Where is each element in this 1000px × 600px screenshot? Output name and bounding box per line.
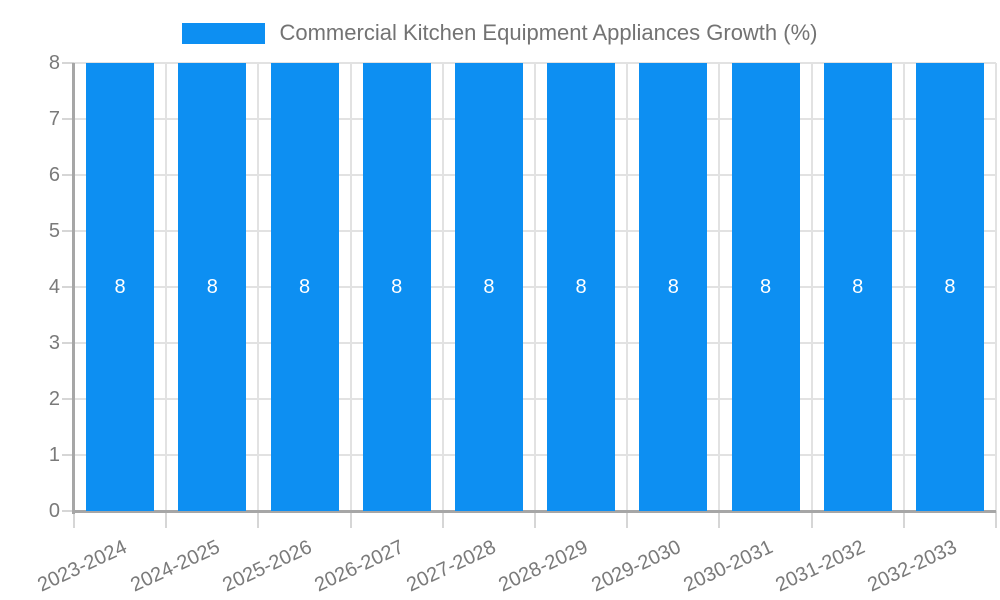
x-tick-label: 2024-2025 [126, 536, 223, 597]
bar-value-label: 8 [298, 276, 311, 298]
bar [823, 63, 892, 511]
bar-value-label: 8 [391, 276, 403, 298]
y-tick [62, 62, 74, 64]
bar [362, 63, 431, 511]
y-tick [62, 454, 74, 456]
y-tick-label: 5 [48, 220, 60, 242]
y-tick [62, 118, 74, 120]
bar [270, 63, 339, 511]
x-tick-label: 2029-2030 [587, 536, 684, 597]
y-tick-label: 1 [48, 444, 60, 466]
y-tick-label: 4 [48, 276, 60, 298]
x-tick-label: 2023-2024 [34, 536, 131, 597]
x-tick-label: 2025-2026 [219, 536, 316, 597]
bar [178, 63, 247, 511]
bar-value-label: 8 [944, 276, 956, 298]
x-tick [626, 511, 629, 528]
bar [547, 63, 616, 511]
x-tick-label: 2028-2029 [495, 536, 592, 597]
grid-line-v [349, 63, 352, 511]
y-tick-label: 0 [48, 500, 60, 522]
x-tick-label: 2030-2031 [680, 536, 777, 597]
y-tick-label: 7 [48, 108, 60, 130]
grid-line-v [718, 63, 721, 511]
y-axis-line [72, 63, 75, 514]
x-tick [349, 511, 352, 528]
bar-value-label: 8 [206, 276, 218, 298]
y-tick [62, 398, 74, 400]
bar-value-label: 8 [852, 276, 864, 298]
grid-line-v [257, 63, 260, 511]
x-tick-label: 2031-2032 [772, 536, 869, 597]
y-tick [62, 230, 74, 232]
y-tick-label: 6 [48, 164, 60, 186]
bar-value-label: 8 [667, 276, 679, 298]
bar [639, 63, 708, 511]
y-tick [62, 286, 74, 288]
x-tick [165, 511, 168, 528]
legend-swatch [182, 22, 266, 44]
grid-line-v [534, 63, 536, 511]
bar [454, 63, 523, 511]
bar [915, 63, 984, 511]
x-tick [902, 511, 905, 528]
y-tick [62, 342, 74, 344]
grid-line-v [165, 63, 168, 511]
x-tick [995, 511, 997, 528]
grid-line-v [441, 63, 444, 511]
bar-value-label: 8 [483, 276, 495, 298]
grid-line-v [810, 63, 813, 511]
x-tick-label: 2026-2027 [311, 536, 408, 597]
x-tick [534, 511, 536, 528]
x-tick-label: 2027-2028 [403, 536, 500, 597]
y-tick-label: 8 [48, 52, 60, 74]
x-tick [810, 511, 813, 528]
x-tick-label: 2032-2033 [864, 536, 961, 597]
x-tick [441, 511, 444, 528]
x-axis-line [72, 510, 996, 513]
x-tick [718, 511, 721, 528]
y-tick-label: 3 [48, 332, 60, 354]
y-tick [62, 174, 74, 176]
bar [731, 63, 800, 511]
bar [86, 63, 155, 511]
y-tick [62, 510, 74, 512]
y-tick-label: 2 [48, 388, 60, 410]
chart-legend: Commercial Kitchen Equipment Appliances … [0, 20, 1000, 46]
bar-value-label: 8 [759, 276, 772, 298]
grid-line-v [995, 63, 997, 511]
legend-label: Commercial Kitchen Equipment Appliances … [279, 20, 818, 45]
grid-line-v [902, 63, 905, 511]
grid-line-v [626, 63, 629, 511]
x-tick [73, 511, 75, 528]
bar-value-label: 8 [575, 276, 587, 298]
bar-value-label: 8 [114, 276, 126, 298]
x-tick [257, 511, 260, 528]
